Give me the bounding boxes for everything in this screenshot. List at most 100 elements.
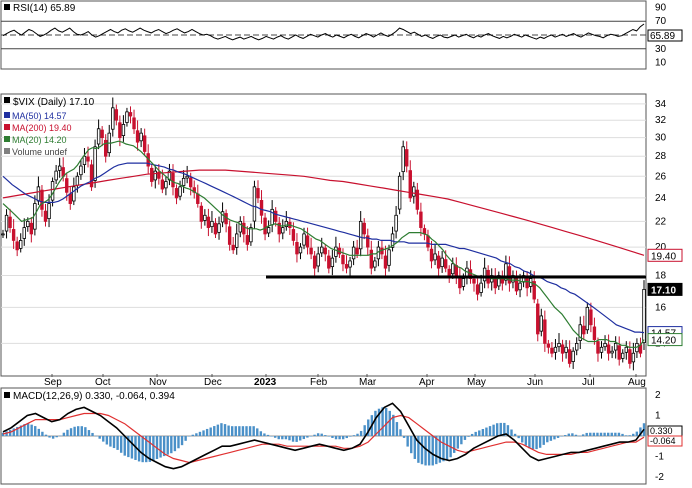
macd-histogram-bar <box>288 436 291 441</box>
rsi-value-tag: 65.89 <box>647 29 683 42</box>
rsi-levels <box>1 20 646 50</box>
macd-histogram-bar <box>639 427 642 436</box>
price-bar-body <box>100 129 104 139</box>
price-bar-body <box>72 186 76 202</box>
price-value-tag: 19.40 <box>651 251 676 262</box>
price-bar-body <box>118 122 122 139</box>
macd-histogram-bar <box>384 408 388 436</box>
macd-histogram-bar <box>281 436 284 440</box>
price-bar-body <box>132 117 136 130</box>
macd-histogram-bar <box>59 435 62 437</box>
macd-tick-label: -1 <box>655 452 664 463</box>
macd-histogram-bar <box>474 431 477 436</box>
macd-histogram-bar <box>628 435 631 436</box>
macd-histogram-bar <box>259 431 263 436</box>
price-bar-body <box>11 229 16 241</box>
price-bar-body <box>256 188 260 199</box>
macd-histogram-bar <box>26 423 30 436</box>
price-bar-body <box>259 200 264 216</box>
price-bar-body <box>589 309 593 326</box>
price-bar-body <box>358 220 363 250</box>
macd-histogram-bar <box>216 424 220 436</box>
price-bar-body <box>585 306 590 331</box>
macd-histogram-bar <box>560 436 563 437</box>
macd-histogram-bar <box>621 433 624 436</box>
date-tick-label: Nov <box>149 377 167 388</box>
macd-histogram-bar <box>460 436 463 445</box>
rsi-value-label: 65.89 <box>650 31 675 42</box>
price-bar-body <box>125 111 129 123</box>
price-bar-body <box>617 345 621 360</box>
volume-legend-swatch <box>4 148 10 154</box>
price-bar-body <box>291 229 296 241</box>
macd-histogram-bar <box>331 436 334 438</box>
price-bar-body <box>320 246 324 254</box>
price-bar-body <box>341 254 345 265</box>
price-bar-body <box>273 210 278 222</box>
macd-histogram-bar <box>109 436 112 447</box>
price-bar-body <box>567 349 572 364</box>
price-bar-body <box>373 260 377 268</box>
price-bar-body <box>596 341 600 354</box>
price-bar-body <box>536 303 540 335</box>
price-bar-body <box>621 352 625 359</box>
price-grid <box>1 103 646 344</box>
macd-histogram-bar <box>66 429 69 436</box>
price-bar-body <box>436 255 441 269</box>
price-bar-body <box>316 253 320 267</box>
price-bar-body <box>153 170 157 181</box>
price-bar-body <box>65 178 69 193</box>
macd-histogram-bar <box>69 428 73 436</box>
macd-histogram-bar <box>316 433 320 436</box>
price-bar-body <box>93 146 97 181</box>
macd-histogram-bar <box>506 425 510 436</box>
price-bar-body <box>394 214 398 232</box>
price-bar-body <box>26 220 30 228</box>
price-bar-body <box>610 350 614 354</box>
macd-histogram-bar <box>320 433 323 436</box>
price-bar-body <box>86 156 90 162</box>
price-bar-body <box>135 130 140 143</box>
macd-histogram-bar <box>624 435 628 436</box>
date-tick-label: Mar <box>359 377 377 388</box>
price-bar-body <box>613 343 618 351</box>
macd-histogram-bar <box>284 436 288 440</box>
price-bar-body <box>199 205 204 222</box>
macd-histogram-bar <box>352 435 356 436</box>
macd-tick-label: -2 <box>655 472 664 483</box>
price-bar-body <box>564 346 568 353</box>
macd-histogram-bar <box>291 436 295 442</box>
price-bar-body <box>412 186 416 197</box>
price-bar-body <box>312 255 317 269</box>
macd-histogram-bar <box>617 432 621 436</box>
ma200-line <box>2 169 645 256</box>
macd-histogram-bar <box>596 432 599 436</box>
price-bar-body <box>582 325 586 335</box>
macd-histogram-bar <box>571 433 574 436</box>
macd-histogram-bar <box>499 422 502 436</box>
volume-legend: Volume undef <box>12 147 68 157</box>
price-bar-body <box>624 346 628 353</box>
price-bar-body <box>557 343 561 348</box>
price-bar-body <box>458 276 462 289</box>
macd-histogram-bar <box>44 434 48 436</box>
macd-histogram-bar <box>581 434 585 436</box>
macd-histogram-bar <box>553 436 556 440</box>
macd-histogram-bar <box>334 436 338 440</box>
macd-histogram-bar <box>220 423 223 436</box>
macd-histogram-bar <box>252 426 255 436</box>
macd-histogram-bar <box>234 426 237 436</box>
rsi-line <box>2 23 645 41</box>
price-value-tag-box <box>647 333 683 347</box>
price-bar-body <box>433 253 437 261</box>
date-tick-label: Aug <box>628 377 646 388</box>
macd-histogram-bar <box>445 436 449 460</box>
macd-histogram-bar <box>188 436 191 437</box>
macd-histogram-bar <box>513 433 517 436</box>
price-bar-body <box>252 186 257 222</box>
price-bar-body <box>518 282 522 291</box>
price-bar-body <box>302 233 306 246</box>
price-bar-body <box>142 135 147 152</box>
macd-histogram-bar <box>77 426 80 436</box>
